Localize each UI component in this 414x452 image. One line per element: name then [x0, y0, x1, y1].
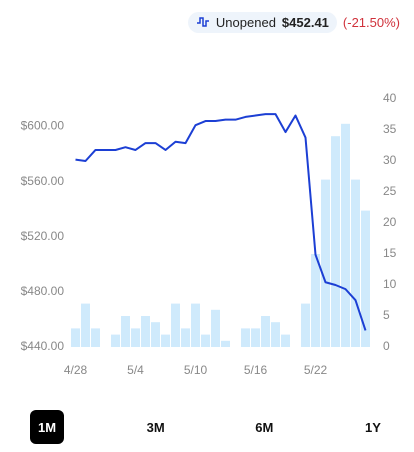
volume-bar: [271, 322, 280, 347]
status-pill: Unopened $452.41: [187, 11, 337, 33]
volume-bar: [301, 303, 310, 347]
y2-tick-label: 10: [383, 277, 397, 291]
range-selector: 1M 3M 6M 1Y: [30, 410, 390, 444]
volume-bar: [151, 322, 160, 347]
y-tick-label: $440.00: [21, 339, 65, 353]
volume-bar: [121, 316, 130, 347]
volume-bar: [251, 328, 260, 347]
volume-bar: [191, 303, 200, 347]
volume-bar: [221, 340, 230, 347]
volume-bar: [181, 328, 190, 347]
volume-bar: [201, 334, 210, 347]
y-tick-label: $480.00: [21, 284, 65, 298]
volume-bar: [91, 328, 100, 347]
change-text: (-21.50%): [342, 14, 400, 30]
y2-tick-label: 25: [383, 184, 397, 198]
volume-bar: [131, 328, 140, 347]
status-text: Unopened: [215, 14, 276, 30]
volume-bar: [241, 328, 250, 347]
x-tick-label: 5/10: [184, 363, 208, 377]
volume-bar: [341, 123, 350, 347]
volume-bar: [311, 254, 320, 347]
volume-bar: [351, 179, 360, 347]
volume-bar: [71, 328, 80, 347]
volume-bar: [261, 316, 270, 347]
price-text: $452.41: [281, 14, 329, 30]
volume-bar: [281, 334, 290, 347]
volume-bar: [171, 303, 180, 347]
y2-tick-label: 35: [383, 122, 397, 136]
y-tick-label: $560.00: [21, 174, 65, 188]
range-button[interactable]: 1M: [30, 410, 64, 444]
y2-tick-label: 15: [383, 246, 397, 260]
status-badge: Unopened $452.41 (-21.50%): [187, 11, 400, 33]
chart: $440.00 $480.00 $520.00 $560.00 $600.00 0 5 10 1…: [21, 91, 397, 377]
x-tick-label: 5/16: [244, 363, 268, 377]
x-tick-label: 5/22: [304, 363, 328, 377]
y2-tick-label: 5: [383, 308, 390, 322]
volume-bar: [331, 136, 340, 347]
y-tick-label: $600.00: [21, 119, 65, 133]
y2-tick-label: 40: [383, 91, 397, 105]
status-icon: [196, 17, 209, 27]
range-button[interactable]: 6M: [255, 419, 274, 435]
range-button[interactable]: 1Y: [365, 419, 381, 435]
volume-bar: [211, 309, 220, 347]
volume-bar: [111, 334, 120, 347]
volume-bar: [161, 334, 170, 347]
y2-tick-label: 0: [383, 339, 390, 353]
range-button[interactable]: 3M: [146, 419, 165, 435]
y-tick-label: $520.00: [21, 229, 65, 243]
volume-bar: [321, 179, 330, 347]
price-line: [75, 113, 367, 331]
y2-tick-label: 30: [383, 153, 397, 167]
x-tick-label: 5/4: [127, 363, 144, 377]
x-tick-label: 4/28: [64, 363, 88, 377]
volume-bar: [361, 210, 370, 347]
volume-bar: [81, 303, 90, 347]
volume-bar: [141, 316, 150, 347]
y2-tick-label: 20: [383, 215, 397, 229]
